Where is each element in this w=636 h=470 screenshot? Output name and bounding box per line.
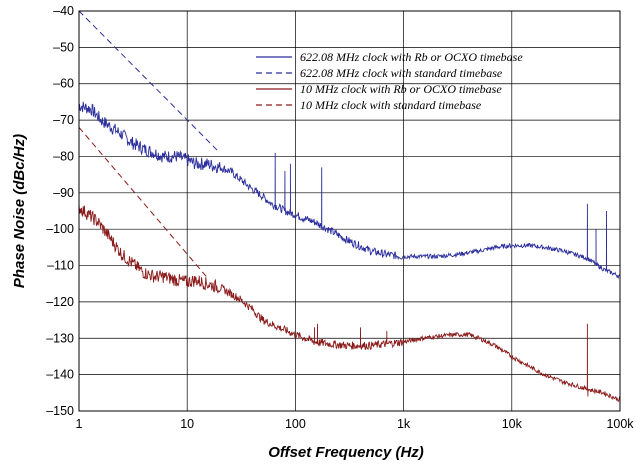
legend-label: 10 MHz clock with Rb or OCXO timebase bbox=[300, 82, 502, 96]
x-tick-label: 10 bbox=[180, 417, 194, 431]
legend-label: 10 MHz clock with standard timebase bbox=[300, 98, 482, 112]
y-tick-labels: –40 –50 –60 –70 –80 –90 –100 –110 –120 –130 –140 –1… bbox=[46, 4, 74, 418]
y-tick-label: –40 bbox=[53, 4, 74, 18]
legend-label: 622.08 MHz clock with standard timebase bbox=[300, 66, 503, 80]
x-tick-label: 1 bbox=[76, 417, 83, 431]
series-line-3 bbox=[78, 203, 621, 403]
y-tick-label: –60 bbox=[53, 77, 74, 91]
grid bbox=[78, 10, 621, 412]
y-tick-label: –110 bbox=[47, 259, 74, 273]
series-line-1 bbox=[78, 101, 621, 280]
series-line-4 bbox=[78, 127, 207, 277]
y-tick-label: –90 bbox=[53, 186, 74, 200]
y-axis-title: Phase Noise (dBc/Hz) bbox=[11, 134, 28, 288]
series-layer bbox=[78, 10, 621, 403]
x-tick-label: 100 bbox=[285, 417, 306, 431]
y-tick-label: –120 bbox=[46, 295, 74, 309]
y-tick-label: –140 bbox=[46, 368, 74, 382]
legend-label: 622.08 MHz clock with Rb or OCXO timebas… bbox=[300, 50, 523, 64]
legend: 622.08 MHz clock with Rb or OCXO timebas… bbox=[256, 50, 523, 112]
plot-frame bbox=[78, 10, 621, 412]
y-tick-label: –150 bbox=[46, 404, 74, 418]
series-line-2 bbox=[78, 10, 221, 154]
x-tick-label: 1k bbox=[397, 417, 411, 431]
y-tick-label: –100 bbox=[46, 222, 74, 236]
x-tick-label: 100k bbox=[606, 417, 634, 431]
x-tick-label: 10k bbox=[502, 417, 523, 431]
y-tick-label: –50 bbox=[53, 40, 74, 54]
y-tick-label: –80 bbox=[53, 149, 74, 163]
x-tick-labels: 1 10 100 1k 10k 100k bbox=[76, 417, 635, 431]
x-axis-title: Offset Frequency (Hz) bbox=[268, 444, 424, 461]
y-tick-label: –130 bbox=[46, 331, 74, 345]
y-tick-label: –70 bbox=[53, 113, 74, 127]
